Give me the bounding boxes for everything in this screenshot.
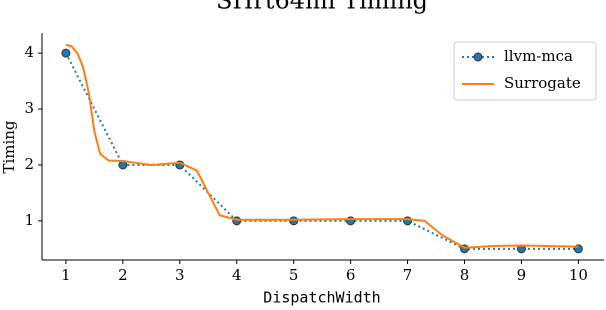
x-tick-label: 7 xyxy=(403,266,413,284)
x-tick-label: 1 xyxy=(61,266,71,284)
series-line xyxy=(65,43,579,249)
y-tick-label: 3 xyxy=(24,99,34,117)
x-tick-label: 5 xyxy=(289,266,299,284)
y-tick-label: 1 xyxy=(24,211,34,229)
point xyxy=(346,216,356,226)
x-tick-label: 2 xyxy=(118,266,128,284)
legend-label: llvm-mca xyxy=(504,47,573,65)
x-tick-label: 8 xyxy=(460,266,470,284)
x-tick-label: 6 xyxy=(346,266,356,284)
legend-marker xyxy=(473,52,483,62)
point xyxy=(289,216,299,226)
x-tick-label: 9 xyxy=(517,266,527,284)
point xyxy=(403,216,413,226)
y-tick-label: 4 xyxy=(24,43,34,61)
x-tick-label: 10 xyxy=(569,266,588,284)
point xyxy=(61,48,71,58)
legend-label: Surrogate xyxy=(504,74,581,92)
x-axis-label: DispatchWidth xyxy=(263,289,380,307)
legend-box xyxy=(453,41,597,101)
x-tick-label: 3 xyxy=(175,266,185,284)
chart-title: SHrt64mi Timing xyxy=(216,0,428,15)
y-tick-label: 2 xyxy=(24,155,34,173)
y-axis-label: Timing xyxy=(0,120,18,173)
x-tick-label: 4 xyxy=(232,266,242,284)
